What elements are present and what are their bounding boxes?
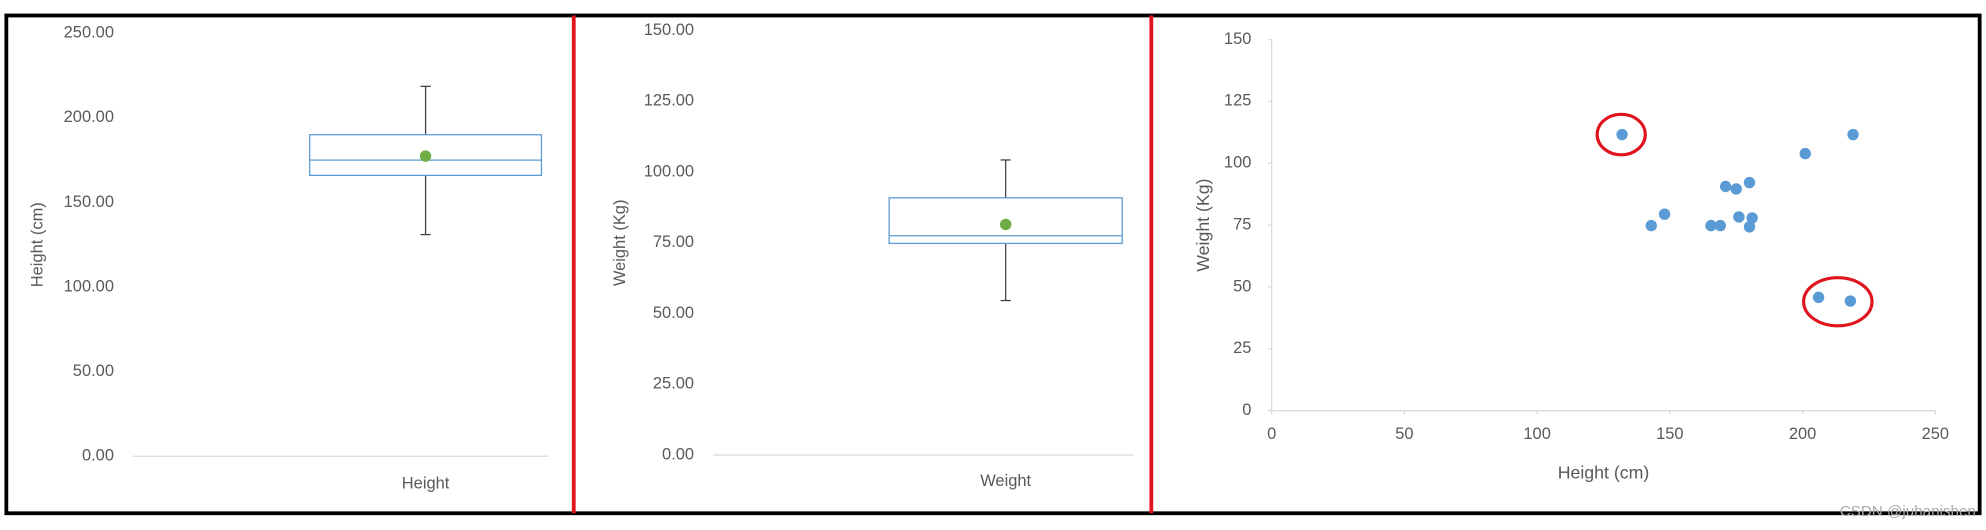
y-tick-label: 100.00 bbox=[644, 162, 694, 180]
x-tick-label: 250 bbox=[1922, 425, 1949, 443]
point bbox=[1743, 221, 1756, 233]
x-tick-label: 100 bbox=[1523, 425, 1550, 443]
point bbox=[1616, 128, 1628, 141]
point bbox=[1799, 147, 1811, 160]
x-tick-label: Height bbox=[402, 474, 450, 492]
y-tick-label: 125 bbox=[1224, 92, 1251, 110]
point bbox=[1743, 176, 1756, 189]
y-tick-label: 150.00 bbox=[64, 193, 114, 211]
x-tick-label: 0 bbox=[1267, 425, 1276, 443]
y-axis-label: Weight (Kg) bbox=[611, 200, 629, 287]
mean-marker bbox=[419, 150, 432, 162]
frame bbox=[4, 13, 1982, 516]
point bbox=[1733, 211, 1745, 223]
mean-marker bbox=[999, 218, 1012, 231]
y-tick-label: 0 bbox=[1242, 401, 1251, 419]
x-tick-label: 200 bbox=[1789, 425, 1816, 443]
y-tick-label: 50.00 bbox=[653, 304, 694, 322]
point bbox=[1730, 183, 1742, 195]
point bbox=[1719, 180, 1732, 193]
outlier-circle bbox=[1802, 276, 1874, 328]
point bbox=[1714, 219, 1727, 232]
y-tick-label: 200.00 bbox=[64, 108, 114, 126]
y-tick-label: 0.00 bbox=[82, 447, 114, 465]
y-tick-label: 125.00 bbox=[644, 92, 694, 110]
point bbox=[1812, 291, 1825, 304]
x-tick-label: Weight bbox=[980, 472, 1031, 490]
x-axis-label: Height (cm) bbox=[1558, 463, 1650, 483]
point bbox=[1847, 128, 1859, 141]
y-axis-label: Weight (Kg) bbox=[1193, 178, 1213, 271]
y-tick-label: 75 bbox=[1233, 215, 1251, 233]
point bbox=[1658, 208, 1671, 220]
y-tick-label: 25.00 bbox=[653, 375, 694, 393]
point bbox=[1844, 295, 1857, 307]
y-tick-label: 0.00 bbox=[662, 445, 694, 463]
y-tick-label: 100.00 bbox=[64, 277, 114, 295]
x-tick-label: 50 bbox=[1395, 425, 1413, 443]
y-tick-label: 75.00 bbox=[653, 233, 694, 251]
y-axis-label: Height (cm) bbox=[28, 202, 46, 287]
point bbox=[1645, 219, 1657, 232]
y-tick-label: 50.00 bbox=[73, 362, 114, 380]
y-tick-label: 50 bbox=[1233, 277, 1251, 295]
y-tick-label: 150.00 bbox=[644, 21, 694, 39]
y-tick-label: 25 bbox=[1233, 339, 1251, 357]
y-tick-label: 100 bbox=[1224, 154, 1251, 172]
y-tick-label: 250.00 bbox=[64, 24, 114, 42]
point bbox=[1746, 212, 1758, 224]
y-tick-label: 150 bbox=[1224, 30, 1251, 48]
watermark: CSDN @juhanishen bbox=[1840, 503, 1976, 520]
point bbox=[1705, 219, 1717, 232]
outlier-circle bbox=[1595, 112, 1647, 157]
x-tick-label: 150 bbox=[1656, 425, 1683, 443]
